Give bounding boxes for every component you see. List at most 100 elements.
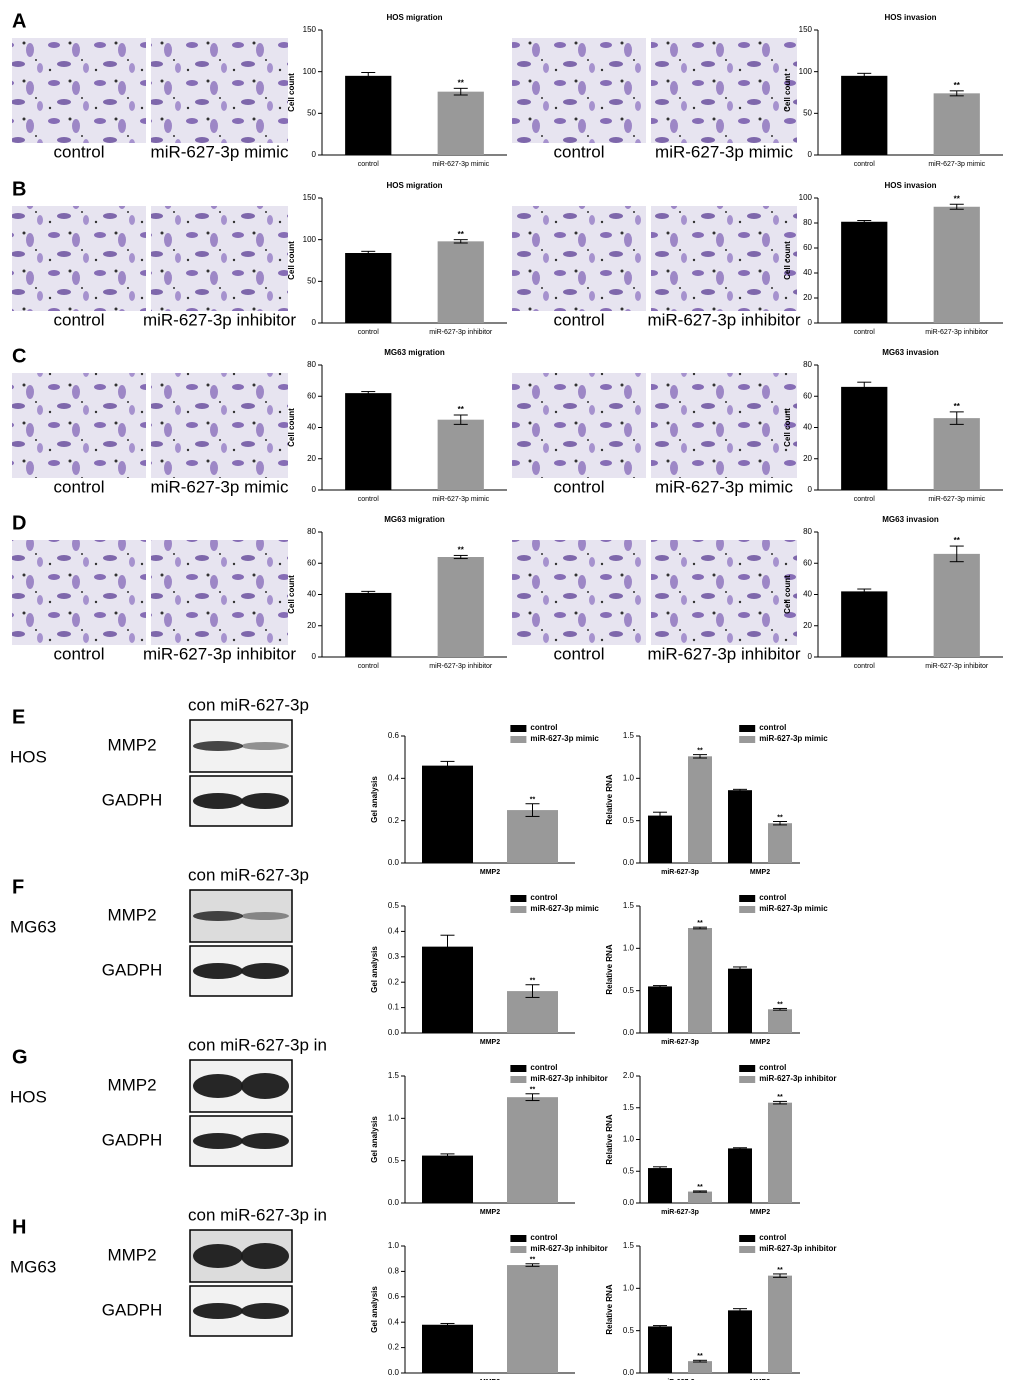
significance-label: ** xyxy=(697,1353,703,1360)
y-axis-label: Cell count xyxy=(783,241,792,280)
x-tick-label: MMP2 xyxy=(750,1039,770,1046)
image-caption: control xyxy=(553,477,604,496)
image-caption: control xyxy=(53,142,104,161)
x-tick-label: MMP2 xyxy=(750,869,770,876)
y-tick-label: 0.0 xyxy=(388,1028,400,1037)
legend-swatch xyxy=(739,906,756,913)
blot-header: con miR-627-3p in xyxy=(188,1035,327,1054)
y-tick-label: 0.0 xyxy=(623,1368,635,1377)
y-tick-label: 0 xyxy=(808,485,813,494)
bar xyxy=(648,986,672,1033)
x-tick-label: MMP2 xyxy=(750,1379,770,1380)
y-axis-label: Cell count xyxy=(287,241,296,280)
legend-label: miR-627-3p inhibitor xyxy=(530,1074,607,1083)
bar xyxy=(345,592,392,657)
y-tick-label: 0 xyxy=(312,652,317,661)
x-tick-label: miR-627-3p inhibitor xyxy=(429,663,493,670)
panel-letter: H xyxy=(12,1216,26,1238)
image-caption: miR-627-3p mimic xyxy=(151,477,289,496)
y-tick-label: 20 xyxy=(307,454,316,463)
legend-label: control xyxy=(530,1233,557,1242)
y-tick-label: 0.5 xyxy=(623,986,635,995)
legend-label: control xyxy=(759,723,786,732)
y-tick-label: 0.0 xyxy=(388,858,400,867)
image-caption: control xyxy=(553,142,604,161)
bar xyxy=(422,946,473,1033)
legend-swatch xyxy=(510,725,527,732)
micrograph xyxy=(512,540,646,645)
micrograph xyxy=(151,206,288,311)
blot-label: MMP2 xyxy=(107,1245,156,1264)
y-tick-label: 80 xyxy=(803,218,812,227)
x-tick-label: miR-627-3p xyxy=(661,869,699,876)
image-caption: control xyxy=(53,644,104,663)
x-tick-label: control xyxy=(854,161,875,168)
y-tick-label: 1.0 xyxy=(623,1283,635,1292)
blot-band xyxy=(241,963,289,979)
y-tick-label: 60 xyxy=(803,391,812,400)
blot-band xyxy=(241,793,289,809)
bar xyxy=(841,386,888,490)
cell-line-label: HOS xyxy=(10,747,47,766)
y-tick-label: 0 xyxy=(808,652,813,661)
y-tick-label: 0 xyxy=(312,150,317,159)
y-tick-label: 40 xyxy=(803,590,812,599)
panel-letter: A xyxy=(12,10,26,32)
image-caption: control xyxy=(553,644,604,663)
bar xyxy=(933,93,980,155)
legend-swatch xyxy=(510,1076,527,1083)
x-tick-label: MMP2 xyxy=(480,869,500,876)
legend-label: miR-627-3p mimic xyxy=(759,734,828,743)
bar xyxy=(422,1324,473,1373)
image-caption: control xyxy=(53,310,104,329)
legend-label: miR-627-3p mimic xyxy=(759,904,828,913)
y-tick-label: 0.4 xyxy=(388,1317,400,1326)
x-tick-label: miR-627-3p inhibitor xyxy=(429,329,493,336)
blot-label: GADPH xyxy=(102,1130,162,1149)
bar xyxy=(728,790,752,863)
significance-label: ** xyxy=(530,797,536,804)
x-tick-label: miR-627-3p inhibitor xyxy=(925,329,989,336)
micrograph xyxy=(651,373,797,478)
x-tick-label: control xyxy=(854,329,875,336)
bar xyxy=(648,1168,672,1203)
legend-swatch xyxy=(739,1076,756,1083)
significance-label: ** xyxy=(697,747,703,754)
micrograph xyxy=(651,540,797,645)
y-tick-label: 0.5 xyxy=(623,816,635,825)
panel-letter: D xyxy=(12,512,26,534)
y-tick-label: 0.0 xyxy=(623,1198,635,1207)
y-tick-label: 0.4 xyxy=(388,927,400,936)
significance-label: ** xyxy=(954,194,961,203)
y-tick-label: 0.5 xyxy=(388,1156,400,1165)
y-tick-label: 150 xyxy=(303,25,317,34)
image-caption: control xyxy=(53,477,104,496)
significance-label: ** xyxy=(697,920,703,927)
y-tick-label: 0.3 xyxy=(388,952,400,961)
significance-label: ** xyxy=(777,1001,783,1008)
panel-letter: B xyxy=(12,178,26,200)
legend-swatch xyxy=(739,1246,756,1253)
y-tick-label: 0 xyxy=(312,485,317,494)
micrograph xyxy=(12,540,146,645)
y-tick-label: 100 xyxy=(799,193,813,202)
bar xyxy=(933,206,980,323)
y-tick-label: 40 xyxy=(803,423,812,432)
bar xyxy=(422,1155,473,1203)
legend-swatch xyxy=(510,895,527,902)
blot-band xyxy=(193,741,243,751)
y-tick-label: 0 xyxy=(808,150,813,159)
bar xyxy=(437,419,484,490)
y-tick-label: 50 xyxy=(307,276,316,285)
y-axis-label: Cell count xyxy=(287,408,296,447)
y-tick-label: 0 xyxy=(312,318,317,327)
panel-letter: C xyxy=(12,345,26,367)
x-tick-label: miR-627-3p xyxy=(661,1039,699,1046)
micrograph xyxy=(512,38,646,143)
y-axis-label: Cell count xyxy=(287,575,296,614)
blot-band xyxy=(241,912,289,920)
x-tick-label: control xyxy=(854,663,875,670)
legend-label: control xyxy=(530,723,557,732)
bar xyxy=(422,765,473,863)
